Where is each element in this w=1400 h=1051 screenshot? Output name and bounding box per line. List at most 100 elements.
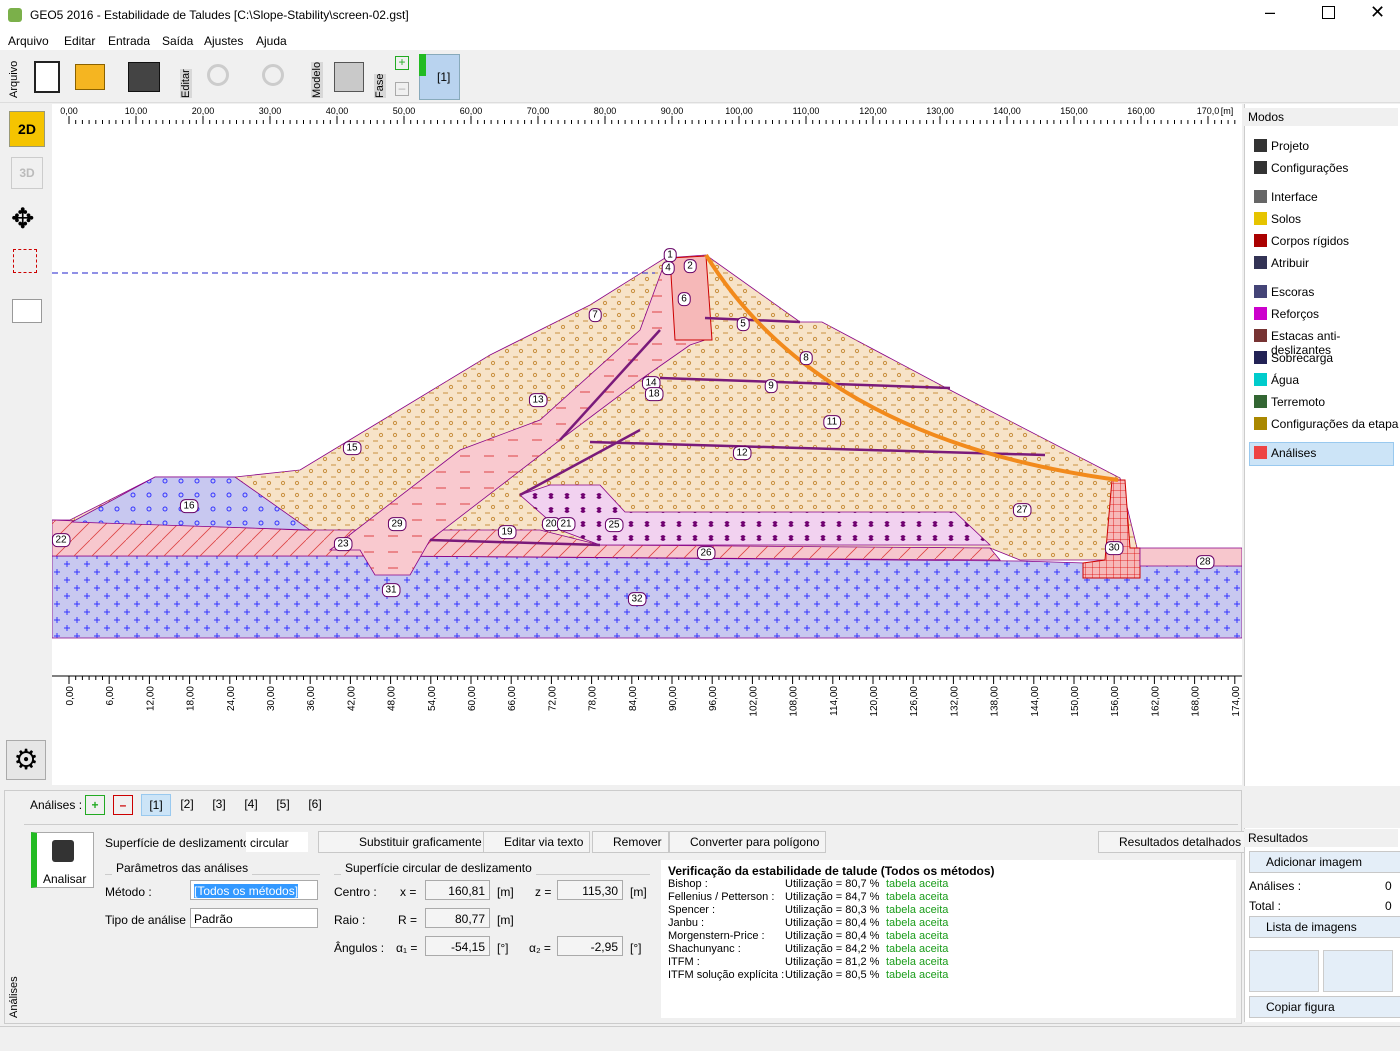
menu-item[interactable]: Ajustes [204, 34, 244, 48]
analysis-tab[interactable]: [3] [212, 797, 226, 811]
panel-header: Modos [1244, 108, 1398, 126]
close[interactable]: ✕ [1370, 2, 1386, 22]
region-label: 28 [1199, 557, 1211, 568]
add-analysis[interactable]: + [85, 795, 105, 815]
view-2d[interactable]: 2D [9, 111, 45, 147]
analysis-tab[interactable]: [1] [141, 794, 171, 816]
menu-item[interactable]: Entrada [108, 34, 151, 48]
save-file[interactable] [128, 62, 160, 92]
remove-analysis[interactable]: – [113, 795, 133, 815]
menu-item[interactable]: Saída [162, 34, 194, 48]
button[interactable]: Copiar figura [1249, 996, 1400, 1018]
field[interactable]: -54,15 [425, 936, 490, 956]
open-file[interactable] [75, 64, 105, 90]
soil-25-pattern [520, 485, 990, 545]
button[interactable]: Substituir graficamente [318, 831, 489, 853]
remove-phase[interactable]: – [395, 82, 409, 96]
ruler-label: 100,00 [725, 106, 753, 116]
button[interactable]: Adicionar imagem [1249, 851, 1400, 873]
region-label: 1 [667, 250, 673, 261]
analysis-tab[interactable]: [6] [308, 797, 322, 811]
method-name: Shachunyanc : [668, 943, 741, 955]
region-label: 18 [648, 389, 660, 400]
menu-item[interactable]: Editar [64, 34, 96, 48]
type-select[interactable]: Padrão [190, 908, 318, 928]
analysis-tab[interactable]: [4] [244, 797, 258, 811]
button[interactable]: Editar via texto [483, 831, 591, 853]
region-label-box [799, 351, 813, 366]
region-label: 8 [803, 353, 809, 364]
mode-item[interactable]: Interface [1271, 190, 1318, 204]
verdict: tabela aceita [886, 878, 949, 890]
ruler-label: 120,00 [859, 106, 887, 116]
field[interactable]: -2,95 [557, 936, 623, 956]
settings-tool[interactable]: ⚙ [6, 740, 46, 780]
minimize[interactable]: – [1265, 2, 1276, 22]
region-label-box [696, 546, 716, 561]
view-3d[interactable]: 3D [11, 157, 43, 189]
ruler-label: 66,00 [507, 686, 518, 711]
add-phase[interactable]: + [395, 56, 409, 70]
mode-item[interactable]: Terremoto [1271, 395, 1326, 409]
method-name: ITFM solução explícita : [668, 969, 785, 981]
print-button[interactable] [1249, 950, 1319, 992]
redo[interactable] [262, 64, 284, 86]
phase-tab[interactable] [419, 54, 460, 100]
button[interactable]: Converter para polígono [669, 831, 827, 853]
new-file[interactable] [34, 61, 60, 93]
ruler-label: 60,00 [460, 106, 483, 116]
unit: [°] [497, 941, 509, 955]
region-label: 23 [337, 539, 349, 550]
region-label: 29 [391, 519, 403, 530]
mode-item[interactable]: Análises [1271, 446, 1317, 460]
region-label: 25 [608, 520, 620, 531]
region-label: 21 [560, 519, 572, 530]
method-select[interactable]: [Todos os métodos] [190, 880, 318, 900]
field[interactable]: 160,81 [425, 880, 490, 900]
ruler-label: 48,00 [387, 686, 398, 711]
zoom-tool[interactable] [13, 249, 37, 273]
mode-item[interactable]: Atribuir [1271, 256, 1310, 270]
mode-icon [1254, 329, 1267, 342]
surface-select[interactable]: circular [246, 832, 308, 852]
mode-item[interactable]: Configurações da etapa [1271, 417, 1399, 431]
value: 0 [1385, 879, 1392, 893]
button[interactable]: Lista de imagens [1249, 916, 1400, 938]
field[interactable]: 80,77 [425, 908, 490, 928]
ruler-label: 120,00 [869, 686, 880, 717]
value: 0 [1385, 899, 1392, 913]
analysis-tab[interactable]: [5] [276, 797, 290, 811]
region-label: 13 [532, 395, 544, 406]
mode-item[interactable]: Configurações [1271, 161, 1349, 175]
ruler-label: 108,00 [789, 686, 800, 717]
button[interactable]: Remover [592, 831, 669, 853]
mode-item[interactable]: Sobrecarga [1271, 351, 1334, 365]
mode-item[interactable]: Solos [1271, 212, 1302, 226]
utilization: Utilização = 80,4 % [785, 917, 880, 929]
region-label-box [677, 292, 691, 307]
model-tool[interactable] [334, 62, 364, 92]
utilization: Utilização = 80,3 % [785, 904, 880, 916]
region-label: 2 [687, 261, 693, 272]
mode-item[interactable]: Água [1271, 373, 1300, 387]
button[interactable]: Resultados detalhados [1098, 831, 1249, 853]
mode-item[interactable]: Projeto [1271, 139, 1310, 153]
maximize[interactable] [1322, 6, 1335, 19]
mode-item[interactable]: Estacas anti-deslizantes [1271, 329, 1341, 357]
pan-tool[interactable]: ✥ [11, 203, 35, 234]
mode-icon [1254, 395, 1267, 408]
region-label: 4 [665, 263, 671, 274]
label: Método : [105, 885, 152, 899]
analysis-tab[interactable]: [2] [180, 797, 194, 811]
ruler-label: 110,00 [793, 106, 820, 116]
field[interactable]: 115,30 [557, 880, 623, 900]
mode-item[interactable]: Corpos rígidos [1271, 234, 1350, 248]
verdict: tabela aceita [886, 904, 949, 916]
mode-item[interactable]: Escoras [1271, 285, 1315, 299]
undo[interactable] [207, 64, 229, 86]
print-button[interactable] [1323, 950, 1393, 992]
menu-item[interactable]: Arquivo [8, 34, 49, 48]
menu-item[interactable]: Ajuda [256, 34, 287, 48]
mode-item[interactable]: Reforços [1271, 307, 1320, 321]
fit-tool[interactable] [12, 299, 42, 323]
